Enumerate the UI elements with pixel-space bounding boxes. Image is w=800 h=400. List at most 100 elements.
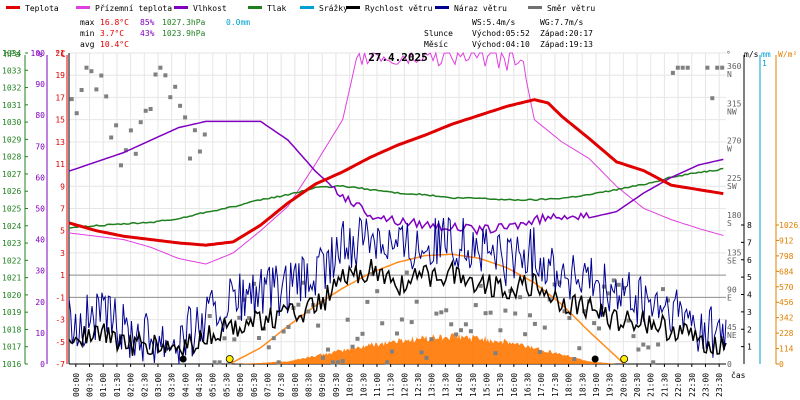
axis-unit-dir: ° [726,50,731,59]
series-wind-direction-point [119,163,123,168]
axis-unit-wm2: W/m² [778,50,797,59]
tick-label-time: 19:30 [606,373,615,397]
series-wind-direction-point [355,336,360,341]
series-wind-direction-point [705,65,710,70]
tick-label-time: 03:00 [154,373,163,397]
tick-label-temp: -1 [55,293,65,302]
series-wind-direction-point [562,309,567,314]
moon-rise: Východ:04:10 [472,40,530,49]
tick-label-time: 01:30 [113,373,122,397]
tick-label-time: 06:00 [236,373,245,397]
series-wind-direction-point [404,270,409,275]
series-wind-direction-point [326,347,330,352]
tick-label-time: 21:30 [660,373,669,397]
tick-label-time: 15:00 [482,373,491,397]
axis-unit-ms: m/s [744,50,759,59]
series-wind-direction-point [454,332,459,337]
tick-label-time: 04:30 [195,373,204,397]
legend-entry: Teplota [25,4,59,13]
series-wind-direction-point [449,322,454,327]
stats-block: max 16.8°C 85% 1027.3hPa 0.0mm min 3.7°C… [80,18,593,49]
tick-label-time: 21:00 [647,373,656,397]
tick-label-hpa: 1033 [2,66,21,75]
stat-max-press: 1027.3hPa [162,18,206,27]
tick-label-dir: 135 [727,248,742,257]
series-wind-direction-point [266,345,271,350]
series-wind-direction-point [661,287,665,292]
tick-label-time: 17:00 [537,373,546,397]
series-wind-direction-point [395,331,399,336]
tick-label-time: 08:00 [291,373,300,397]
tick-label-time: 08:30 [305,373,314,397]
tick-label-temp: 7 [60,205,65,214]
series-wind-direction-point [89,69,94,74]
series-wind-direction-point [79,88,84,92]
series-wind-direction-point [360,331,365,336]
tick-label-hpa: 1030 [2,118,21,127]
series-wind-direction-point [626,318,631,323]
tick-label-pct: 100 [31,49,46,58]
series-ground-temperature [68,51,724,265]
sun-label: Slunce [424,29,453,38]
series-wind-direction-point [109,135,114,140]
series-wind-direction-point [380,321,385,326]
series-wind-direction-point [173,84,178,89]
tick-label-time: 13:30 [441,373,450,397]
legend-swatch [248,6,262,9]
series-wind-direction-point [675,65,680,70]
tick-label-dir: 0 [727,360,732,369]
series-wind-direction-point [99,73,104,78]
series-wind-direction-point [301,280,306,285]
series-wind-direction-point [537,350,542,354]
series-wind-direction-point [237,315,242,320]
wind-ws: WS:5.4m/s [472,18,516,27]
series-wind-direction-point [532,321,537,326]
stat-min-label: min [80,29,95,38]
series-wind-direction-point [414,299,419,304]
tick-label-temp: -5 [55,338,65,347]
legend-entry: Vlhkost [193,4,227,13]
tick-label-pct: 30 [35,267,45,276]
series-wind-speed [68,258,727,359]
tick-label-time: 14:00 [455,373,464,397]
series-wind-direction-point [104,94,109,99]
series-wind-direction-point [641,342,646,347]
tick-label-hpa: 1027 [2,170,21,179]
series-wind-direction-point [247,316,252,321]
time-axis-label: čas [731,370,746,380]
series-wind-direction-point [350,344,355,349]
series-wind-direction-point [399,317,404,322]
tick-label-temp: 21 [55,49,65,58]
sunset-marker [620,355,629,363]
series-wind-direction-point [468,329,473,334]
tick-label-wm2: 456 [779,298,794,307]
series-wind-direction-point [94,87,99,92]
series-wind-direction-point [636,347,641,352]
series-wind-direction-point [434,311,439,316]
series-wind-direction-point [680,65,685,70]
tick-label-dir-name: N [727,70,732,79]
legend-swatch [346,6,360,9]
tick-label-temp: -3 [55,316,65,325]
tick-label-hpa: 1028 [2,153,21,162]
series-wind-direction-point [163,73,168,78]
series-wind-direction-point [133,151,138,156]
series-wind-direction-point [330,360,335,365]
tick-label-time: 07:00 [263,373,272,397]
tick-label-wm2: 798 [779,252,794,261]
tick-label-time: 09:30 [332,373,341,397]
stat-min-press: 1023.9hPa [162,29,206,38]
series-wind-direction-point [685,65,690,70]
tick-label-time: 02:30 [140,373,149,397]
series-wind-direction-point [340,359,345,364]
series-wind-direction-point [606,291,611,296]
tick-label-time: 16:30 [524,373,533,397]
series-wind-direction-point [424,355,429,360]
series-wind-direction-point [178,103,183,108]
series-wind-direction-point [513,311,518,316]
legend-swatch [6,6,20,9]
tick-label-dir-name: SE [727,256,737,265]
series-wind-direction-point [69,97,74,102]
tick-label-time: 17:30 [551,373,560,397]
axis-unit-mm: mm [761,50,771,59]
